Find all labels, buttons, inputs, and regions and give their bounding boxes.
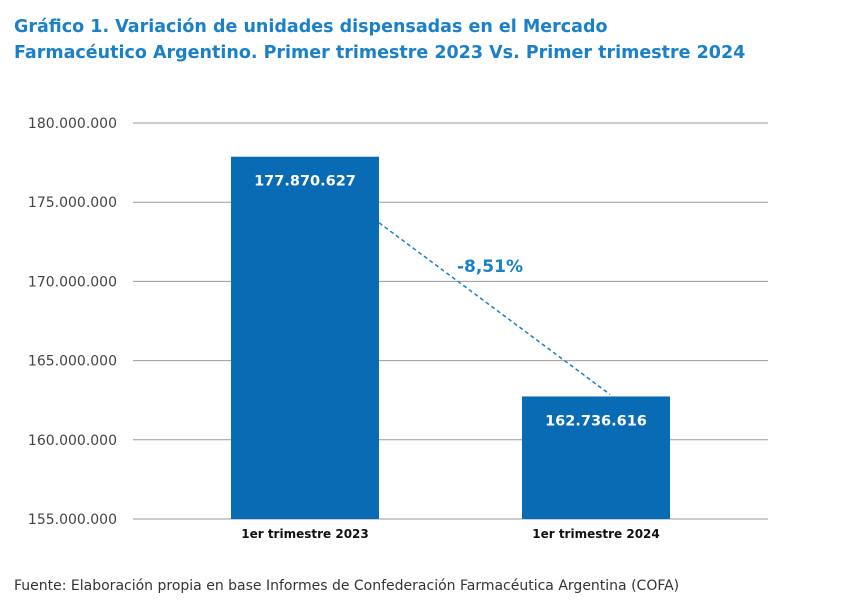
y-tick-label: 175.000.000 (28, 195, 117, 211)
chart-title-line-2: Farmacéutico Argentino. Primer trimestre… (14, 43, 746, 63)
variation-label: -8,51% (457, 257, 523, 277)
y-tick-label: 170.000.000 (28, 274, 117, 290)
bar-value-label: 177.870.627 (254, 174, 356, 190)
x-category-label: 1er trimestre 2024 (532, 527, 660, 541)
chart-title-line-1: Gráfico 1. Variación de unidades dispens… (14, 17, 608, 37)
bar (231, 156, 379, 520)
y-tick-label: 160.000.000 (28, 433, 117, 449)
bar-chart: 155.000.000 160.000.000 165.000.000 170.000… (28, 116, 768, 541)
y-tick-label: 155.000.000 (28, 512, 117, 528)
y-tick-label: 165.000.000 (28, 354, 117, 370)
bar (522, 396, 670, 519)
x-category-label: 1er trimestre 2023 (241, 527, 369, 541)
chart-title: Gráfico 1. Variación de unidades dispens… (14, 14, 844, 66)
bar-value-label: 162.736.616 (545, 413, 647, 429)
source-note: Fuente: Elaboración propia en base Infor… (14, 578, 680, 594)
variation-dashed-line (378, 222, 611, 396)
y-tick-label: 180.000.000 (28, 116, 117, 132)
